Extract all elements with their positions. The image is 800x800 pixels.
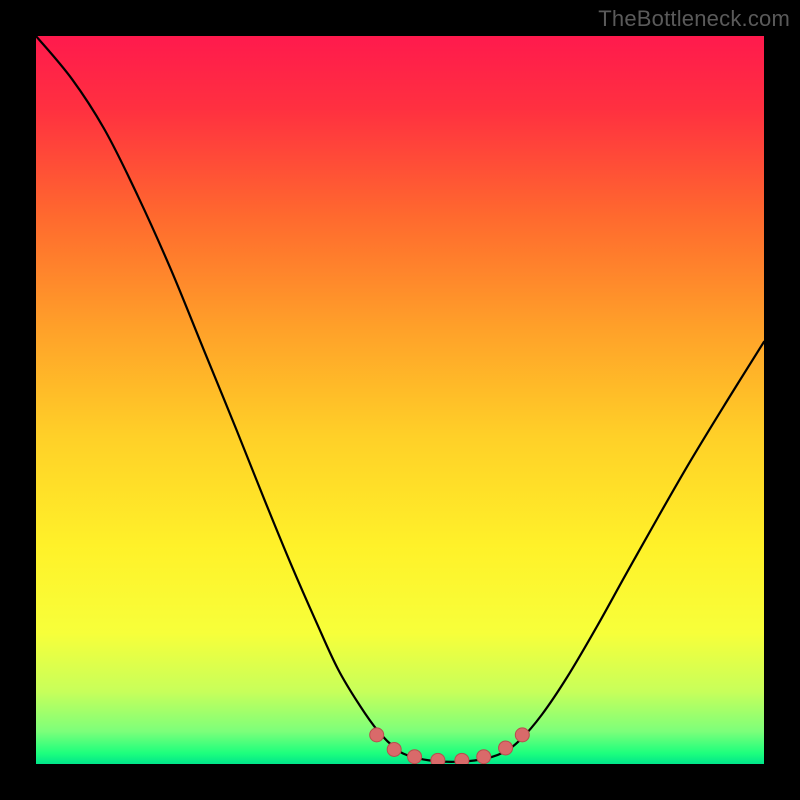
chart-svg xyxy=(36,36,764,764)
marker-dot xyxy=(431,753,445,764)
marker-dot xyxy=(477,750,491,764)
marker-dot xyxy=(499,741,513,755)
marker-dot xyxy=(455,753,469,764)
chart-container xyxy=(36,36,764,764)
marker-dot xyxy=(387,742,401,756)
marker-dot xyxy=(515,728,529,742)
gradient-background xyxy=(36,36,764,764)
marker-dot xyxy=(408,750,422,764)
watermark-text: TheBottleneck.com xyxy=(598,6,790,32)
marker-dot xyxy=(370,728,384,742)
